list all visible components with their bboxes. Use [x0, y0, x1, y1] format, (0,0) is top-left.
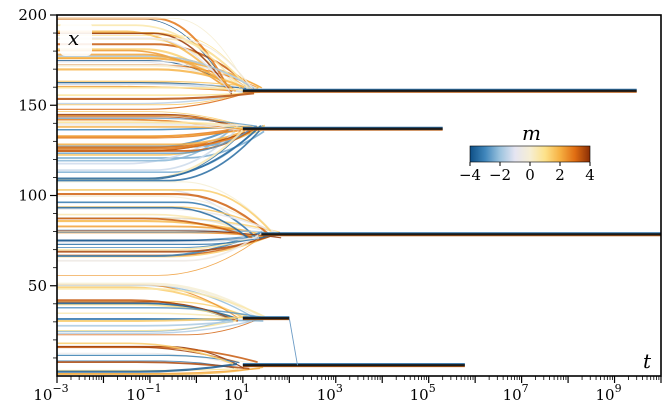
early-trajectory: [57, 312, 232, 318]
early-trajectory: [57, 316, 238, 333]
early-trajectory: [57, 201, 257, 239]
y-axis-label-box: x: [60, 22, 92, 56]
early-trajectory: [57, 217, 266, 232]
early-trajectory: [57, 354, 240, 364]
y-tick-label: 150: [18, 96, 47, 114]
early-trajectory: [57, 189, 272, 232]
domain-drift: [288, 318, 298, 366]
early-trajectory: [57, 130, 260, 182]
early-trajectory: [57, 368, 239, 372]
early-trajectory: [57, 301, 257, 321]
early-trajectory: [57, 130, 265, 159]
early-trajectory: [57, 117, 257, 127]
y-axis-label: x: [68, 26, 79, 50]
x-tick-label: 107: [503, 382, 529, 404]
colorbar-tick-label: −4: [459, 166, 481, 184]
x-tick-label: 109: [595, 382, 621, 404]
y-tick-label: 50: [28, 277, 47, 295]
early-trajectory: [57, 17, 250, 92]
early-trajectory: [57, 234, 259, 262]
early-trajectory: [57, 346, 239, 364]
early-trajectory: [57, 361, 250, 370]
early-trajectories: [57, 17, 282, 375]
early-trajectory: [57, 48, 232, 93]
colorbar-title: m: [522, 121, 541, 145]
x-tick-label: 101: [224, 382, 250, 404]
early-trajectory: [57, 234, 274, 245]
early-trajectory: [57, 55, 255, 90]
early-trajectory: [57, 127, 234, 162]
early-trajectory: [57, 30, 231, 91]
early-trajectory: [57, 82, 247, 89]
colorbar-tick-label: 4: [585, 166, 595, 184]
early-trajectory: [57, 284, 262, 321]
colorbar-gradient: [469, 145, 591, 163]
early-trajectory: [57, 121, 266, 128]
early-trajectory: [57, 342, 234, 365]
early-trajectory: [57, 92, 248, 110]
early-trajectory: [57, 217, 253, 239]
x-tick-label: 10−1: [126, 382, 161, 404]
colorbar-tick-label: 2: [555, 166, 565, 184]
colorbar: m −4 −2 0 2 4: [459, 121, 595, 184]
early-trajectory: [57, 301, 231, 319]
early-trajectory: [57, 68, 245, 89]
y-tick-label: 100: [18, 187, 47, 205]
early-trajectory: [57, 316, 245, 322]
x-tick-label: 105: [410, 382, 436, 404]
early-trajectory: [57, 286, 247, 320]
early-trajectory: [57, 130, 246, 146]
colorbar-tick-label: 0: [525, 166, 535, 184]
early-trajectory: [57, 206, 248, 238]
early-trajectory: [57, 229, 265, 233]
early-trajectory: [57, 208, 279, 235]
x-axis: 10−3 10−1 101 103 105 107 109: [33, 376, 662, 404]
early-trajectory: [57, 302, 239, 320]
x-axis-label: t: [643, 349, 652, 373]
early-trajectory: [57, 237, 260, 243]
x-tick-label: 103: [317, 382, 343, 404]
early-trajectory: [57, 307, 266, 319]
early-trajectory: [57, 92, 255, 101]
merged-domains: [242, 88, 661, 368]
early-trajectory: [57, 125, 257, 154]
early-trajectory: [57, 130, 233, 139]
x-tick-label: 10−3: [33, 382, 68, 404]
early-trajectory: [57, 125, 262, 180]
y-axis: 50 100 150 200: [18, 6, 57, 359]
early-trajectory: [57, 38, 256, 92]
early-trajectory: [57, 320, 234, 327]
early-trajectory: [57, 17, 232, 93]
early-trajectory: [57, 362, 238, 373]
y-tick-label: 200: [18, 6, 47, 24]
early-trajectory: [57, 232, 268, 276]
colorbar-tick-label: −2: [489, 166, 511, 184]
early-trajectory: [57, 320, 252, 334]
early-trajectory: [57, 123, 240, 131]
early-trajectory: [57, 367, 261, 375]
early-trajectory: [57, 53, 237, 92]
early-trajectory: [57, 61, 254, 93]
early-trajectory: [57, 288, 265, 318]
early-trajectory: [57, 225, 251, 233]
